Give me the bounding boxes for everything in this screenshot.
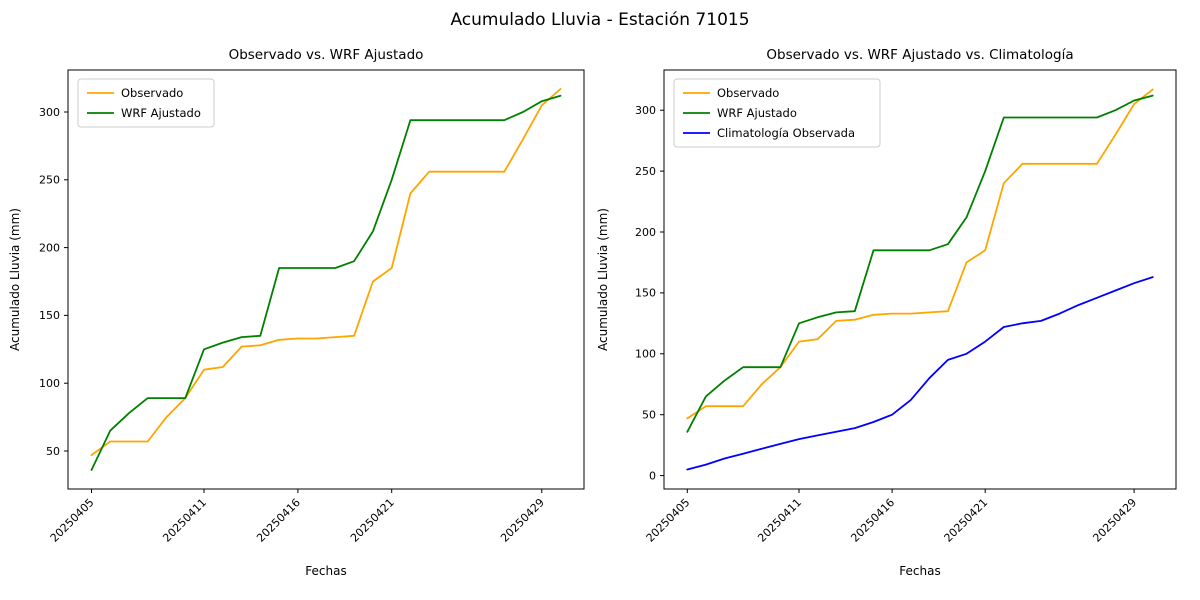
y-tick-label: 50 [46,445,60,458]
x-tick-label: 20250411 [755,496,804,545]
series-line-observado [90,88,562,457]
x-tick-label: 20250421 [942,496,991,545]
legend-frame [673,78,881,148]
x-axis-label: Fechas [899,564,940,578]
series-line-observado [686,88,1154,420]
y-tick-label: 0 [649,469,656,482]
x-tick-label: 20250429 [1090,496,1139,545]
x-axis-label: Fechas [305,564,346,578]
chart-title: Observado vs. WRF Ajustado vs. Climatolo… [766,47,1073,63]
series-line-wrf-ajustado [686,94,1154,433]
chart-title: Observado vs. WRF Ajustado [229,47,424,63]
y-tick-label: 50 [642,409,656,422]
y-axis-label: Acumulado Lluvia (mm) [8,208,22,351]
y-tick-label: 250 [635,165,656,178]
x-tick-label: 20250405 [48,496,97,545]
x-tick-label: 20250421 [348,496,397,545]
x-tick-label: 20250416 [848,496,897,545]
y-tick-label: 250 [39,174,60,187]
y-tick-label: 200 [635,226,656,239]
legend-frame [77,78,215,128]
legend-label: WRF Ajustado [717,106,797,120]
series-line-climatologia-observada [686,276,1154,471]
series-line-wrf-ajustado [90,94,562,471]
y-tick-label: 150 [39,309,60,322]
axes-frame [67,69,585,490]
y-tick-label: 100 [39,377,60,390]
axes-frame [663,69,1177,490]
x-tick-label: 20250405 [644,496,693,545]
figure-title: Acumulado Lluvia - Estación 71015 [450,10,750,30]
y-axis-label: Acumulado Lluvia (mm) [596,208,610,351]
y-tick-label: 150 [635,287,656,300]
x-tick-label: 20250429 [498,496,547,545]
legend-label: Observado [121,86,183,100]
chart-observado-vs-wrf: Observado vs. WRF Ajustado 50 100 150 200 250… [8,47,585,578]
legend-label: Observado [717,86,779,100]
x-tick-label: 20250411 [160,496,209,545]
y-tick-label: 100 [635,348,656,361]
legend: Observado WRF Ajustado Climatología Observ… [673,78,881,148]
chart-observado-vs-wrf-vs-climatologia: Observado vs. WRF Ajustado vs. Climatolo… [596,47,1177,578]
x-tick-label: 20250416 [254,496,303,545]
legend-label: WRF Ajustado [121,106,201,120]
legend-label: Climatología Observada [717,126,855,140]
y-tick-label: 300 [39,106,60,119]
legend: Observado WRF Ajustado [77,78,215,128]
y-tick-label: 200 [39,241,60,254]
y-tick-label: 300 [635,104,656,117]
